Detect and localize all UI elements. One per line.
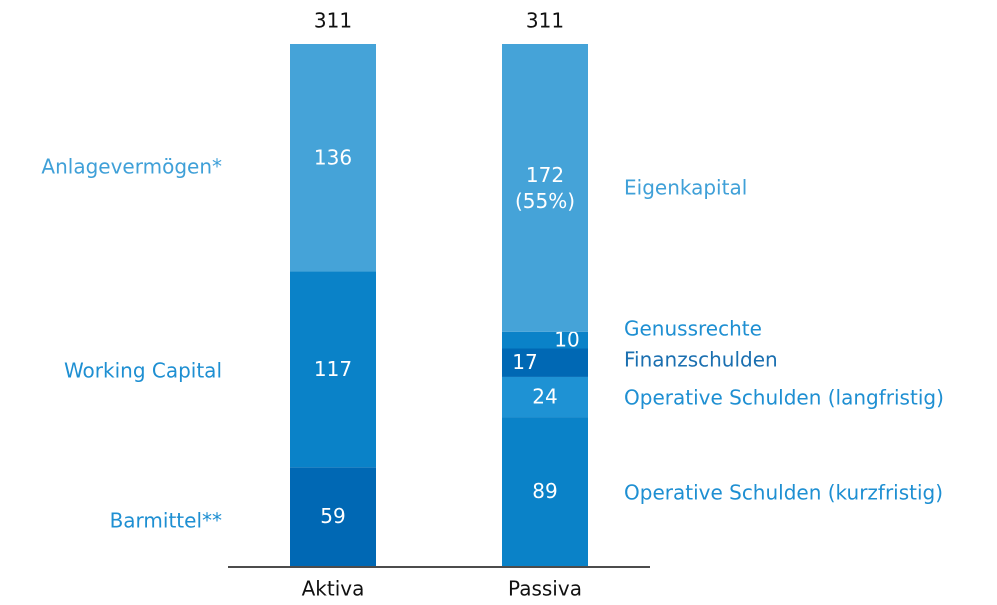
- value-label: 17: [512, 350, 537, 374]
- bar-segment: [502, 44, 588, 332]
- series-label: Barmittel**: [110, 509, 222, 533]
- value-label: 117: [314, 357, 352, 381]
- bar-segment: [502, 417, 588, 566]
- total-label: 311: [526, 9, 564, 33]
- x-tick-label: Passiva: [508, 577, 582, 601]
- value-label: 59: [320, 504, 345, 528]
- bar-segment: [502, 331, 588, 349]
- series-label: Working Capital: [64, 359, 222, 383]
- value-label: 89: [532, 479, 557, 503]
- series-label: Operative Schulden (langfristig): [624, 386, 944, 410]
- bar-segment: [290, 271, 376, 468]
- series-label: Anlagevermögen*: [41, 155, 222, 179]
- value-label: 136: [314, 145, 352, 169]
- value-label: 24: [532, 385, 557, 409]
- series-label: Eigenkapital: [624, 176, 747, 200]
- total-label: 311: [314, 9, 352, 33]
- bar-segment: [502, 348, 588, 377]
- series-label: Operative Schulden (kurzfristig): [624, 481, 943, 505]
- series-label: Genussrechte: [624, 317, 762, 341]
- bar-segment: [290, 467, 376, 566]
- series-label: Finanzschulden: [624, 348, 778, 372]
- x-tick-label: Aktiva: [302, 577, 365, 601]
- bar-segment: [290, 44, 376, 272]
- value-label: 172 (55%): [514, 162, 576, 213]
- bar-segment: [502, 376, 588, 418]
